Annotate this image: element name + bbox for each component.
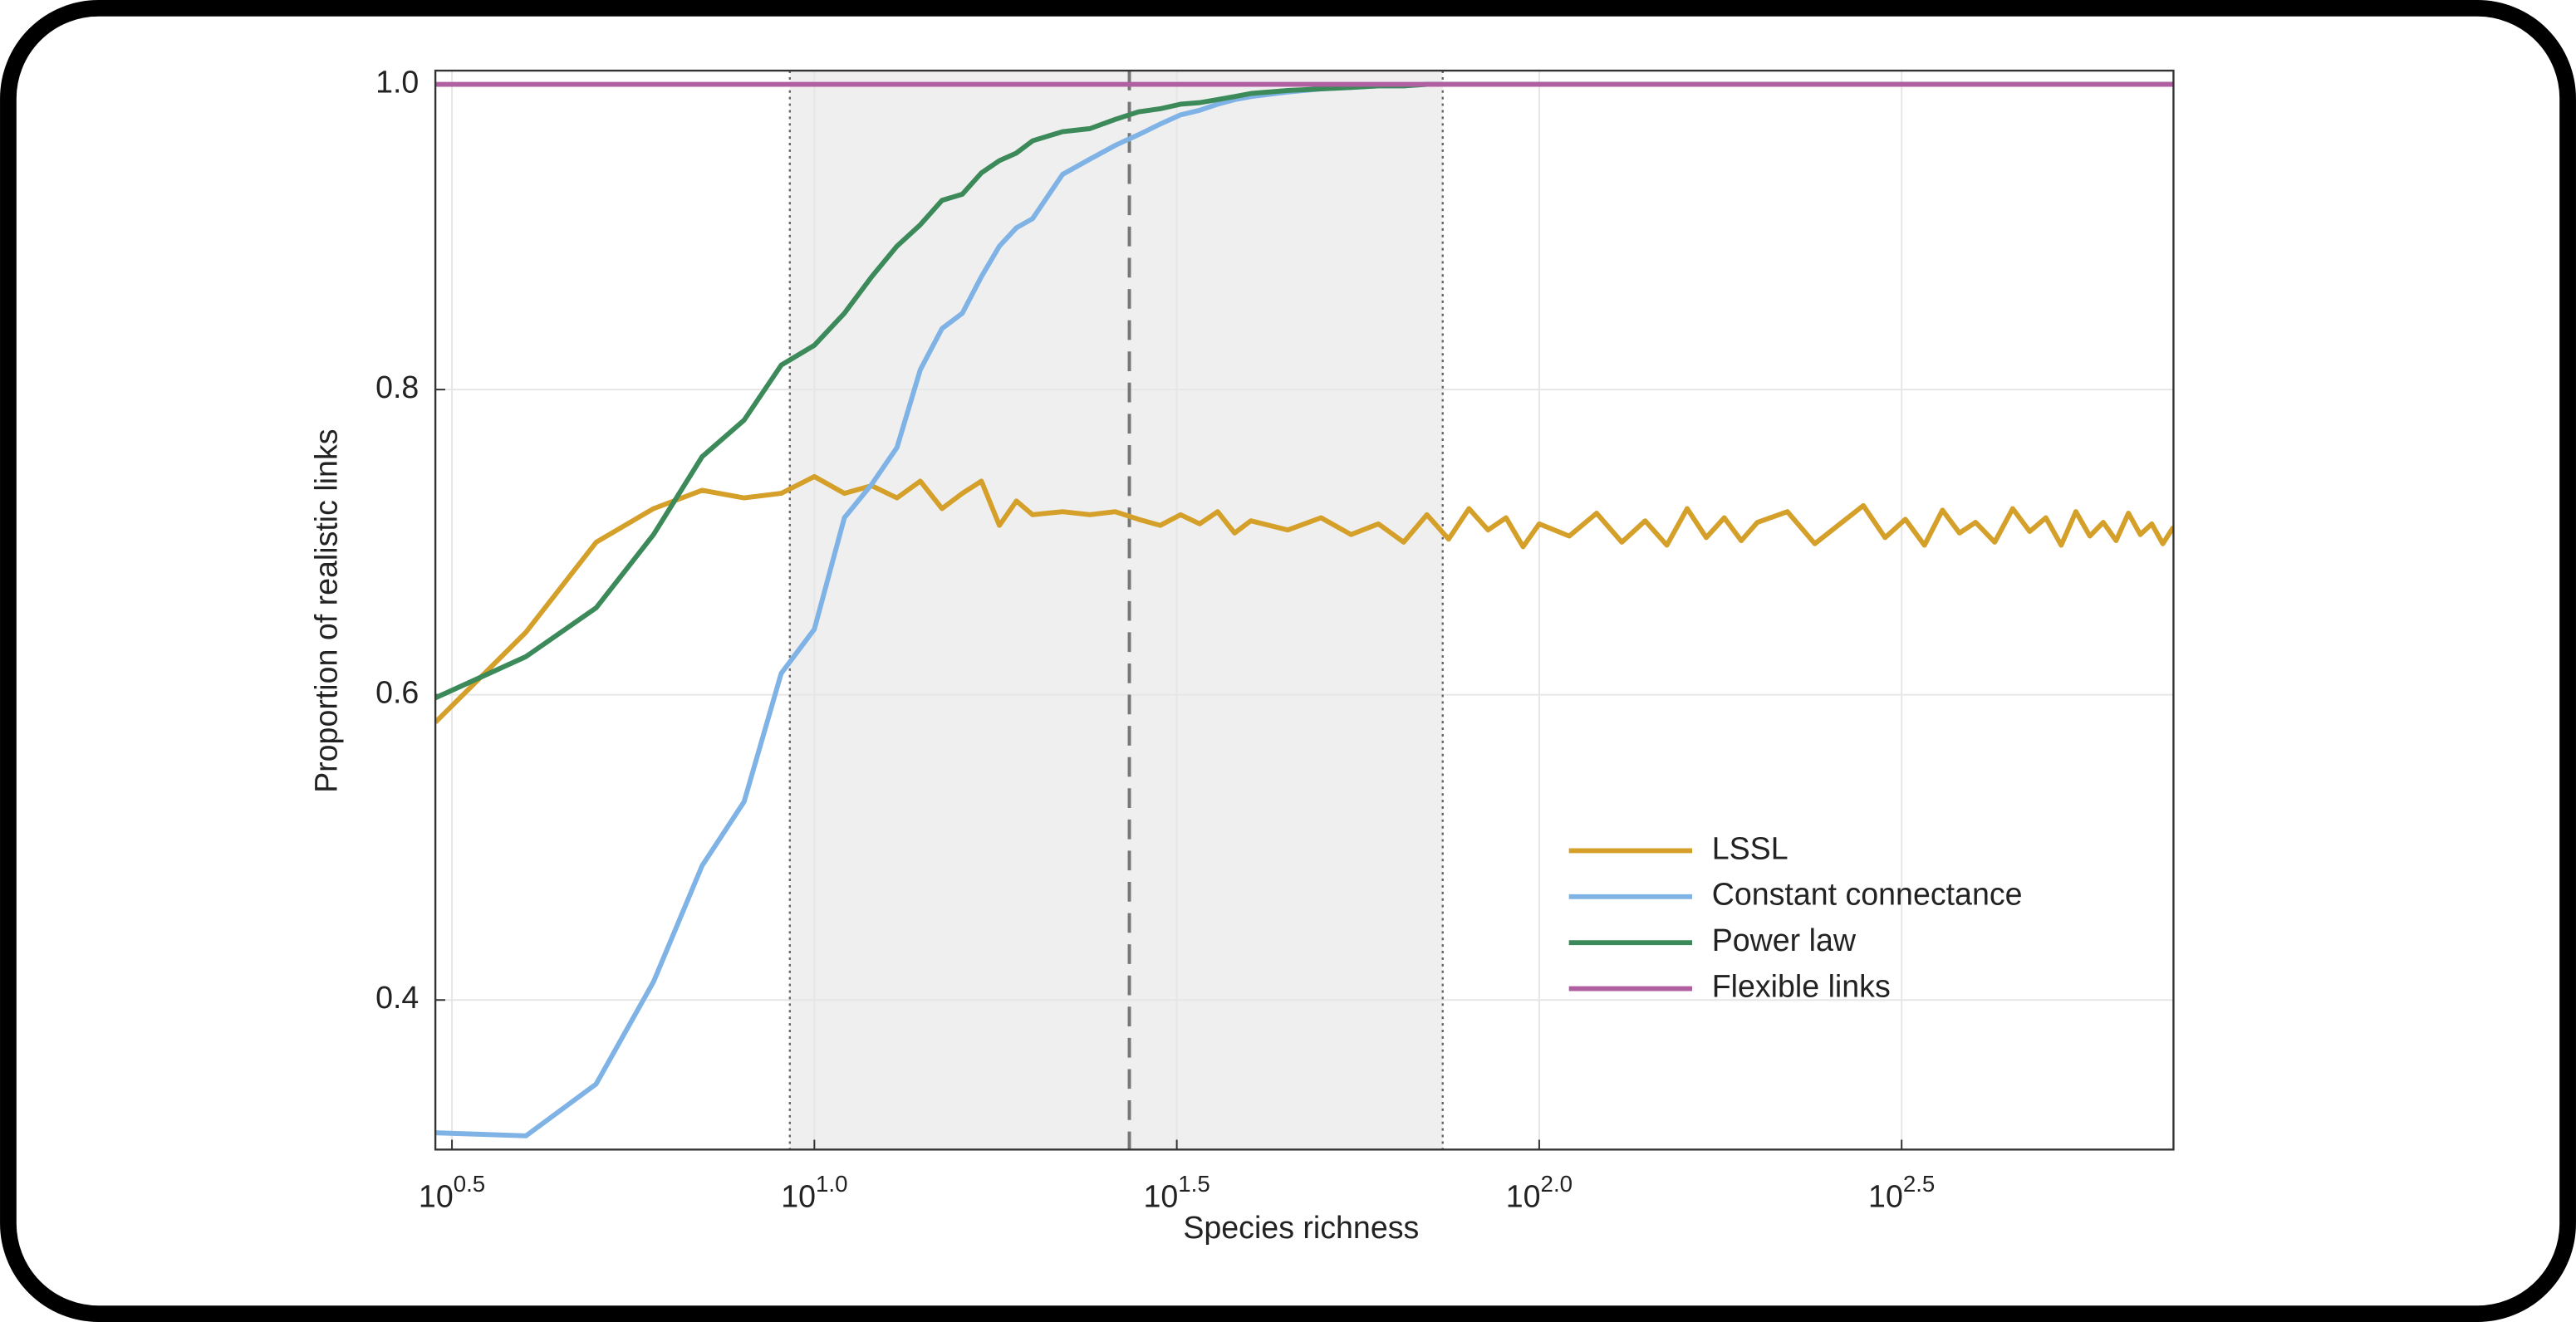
- tick-exponent: 0.5: [454, 1171, 485, 1197]
- tick-exponent: 1.0: [816, 1171, 847, 1197]
- legend-label: Flexible links: [1712, 968, 1891, 1003]
- y-axis-label: Proportion of realistic links: [308, 428, 343, 792]
- y-tick-label: 0.4: [375, 980, 419, 1015]
- tick-exponent: 1.5: [1178, 1171, 1209, 1197]
- y-tick-label: 0.6: [375, 675, 419, 710]
- legend-label: Constant connectance: [1712, 877, 2023, 912]
- x-tick-label: 102.5: [1868, 1171, 1935, 1213]
- tick-exponent: 2.5: [1903, 1171, 1935, 1197]
- x-tick-label: 100.5: [419, 1171, 485, 1213]
- tick-exponent: 2.0: [1541, 1171, 1573, 1197]
- tick-base: 10: [1506, 1179, 1541, 1214]
- tick-base: 10: [1144, 1179, 1179, 1214]
- legend-label: LSSL: [1712, 830, 1788, 865]
- x-tick-label: 102.0: [1506, 1171, 1573, 1213]
- series-line: [435, 473, 2174, 724]
- x-axis-label: Species richness: [1183, 1210, 1419, 1245]
- tick-base: 10: [1868, 1179, 1903, 1214]
- tick-base: 10: [419, 1179, 454, 1214]
- y-tick-label: 1.0: [375, 65, 419, 100]
- legend-label: Power law: [1712, 923, 1857, 957]
- x-tick-label: 101.5: [1144, 1171, 1210, 1213]
- plot-frame: [434, 69, 2175, 1151]
- shaded-region: [789, 71, 1443, 1150]
- tick-base: 10: [781, 1179, 816, 1214]
- x-tick-label: 101.0: [781, 1171, 847, 1213]
- y-tick-label: 0.8: [375, 370, 419, 404]
